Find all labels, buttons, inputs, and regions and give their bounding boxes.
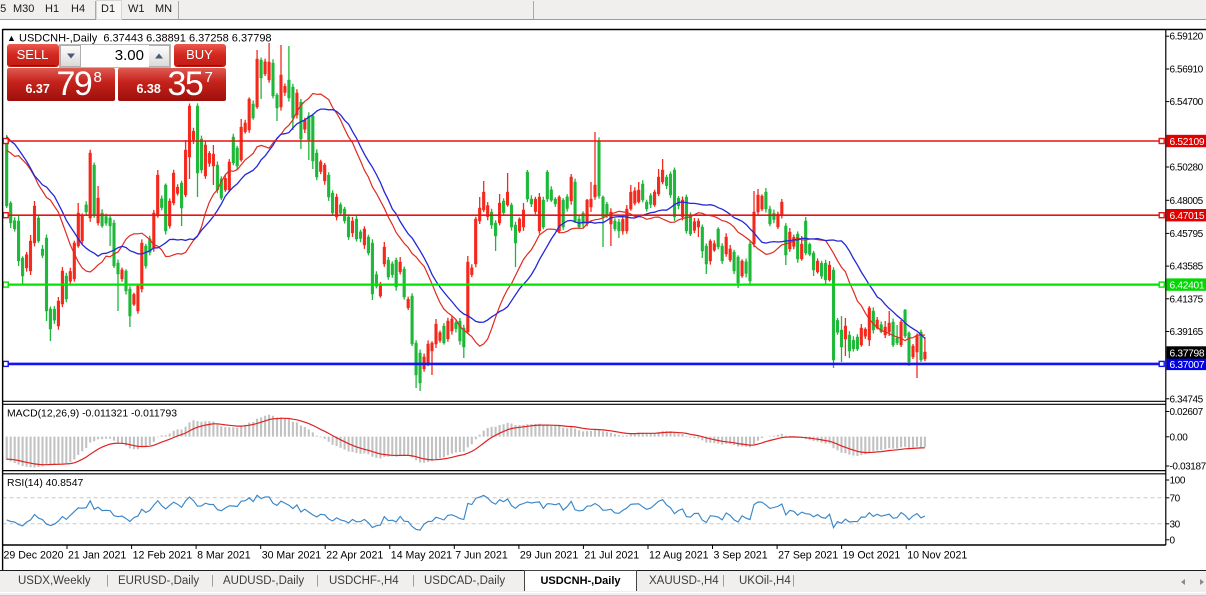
svg-text:6.59120: 6.59120 (1170, 32, 1204, 43)
svg-text:6.39165: 6.39165 (1170, 327, 1204, 338)
svg-text:6.54700: 6.54700 (1170, 97, 1204, 108)
svg-text:30: 30 (1170, 519, 1181, 530)
svg-text:19 Oct 2021: 19 Oct 2021 (843, 550, 901, 562)
svg-text:30 Mar 2021: 30 Mar 2021 (262, 550, 322, 562)
svg-text:0.02607: 0.02607 (1170, 407, 1204, 418)
svg-text:70: 70 (1170, 493, 1181, 504)
svg-text:6.48005: 6.48005 (1170, 196, 1204, 207)
svg-text:6.43585: 6.43585 (1170, 262, 1204, 273)
svg-text:10 Nov 2021: 10 Nov 2021 (907, 550, 967, 562)
svg-text:6.34745: 6.34745 (1170, 394, 1204, 405)
svg-text:27 Sep 2021: 27 Sep 2021 (778, 550, 838, 562)
svg-text:0: 0 (1170, 535, 1176, 546)
svg-text:29 Jun 2021: 29 Jun 2021 (520, 550, 578, 562)
svg-text:MACD(12,26,9) -0.011321 -0.011: MACD(12,26,9) -0.011321 -0.011793 (7, 409, 177, 420)
svg-text:6.52109: 6.52109 (1170, 137, 1205, 148)
svg-text:-0.03187: -0.03187 (1170, 462, 1206, 473)
svg-text:6.41375: 6.41375 (1170, 294, 1204, 305)
svg-text:6.47015: 6.47015 (1170, 211, 1205, 222)
svg-text:6.56910: 6.56910 (1170, 65, 1204, 76)
svg-text:8 Mar 2021: 8 Mar 2021 (197, 550, 251, 562)
svg-text:0.00: 0.00 (1170, 432, 1189, 443)
svg-text:RSI(14) 40.8547: RSI(14) 40.8547 (7, 478, 83, 489)
svg-text:6.37007: 6.37007 (1170, 360, 1205, 371)
svg-text:7 Jun 2021: 7 Jun 2021 (455, 550, 508, 562)
svg-text:▲: ▲ (7, 33, 16, 43)
svg-text:6.45795: 6.45795 (1170, 229, 1204, 240)
svg-text:22 Apr 2021: 22 Apr 2021 (326, 550, 383, 562)
svg-text:3 Sep 2021: 3 Sep 2021 (714, 550, 768, 562)
svg-text:6.37798: 6.37798 (1170, 348, 1205, 359)
svg-text:6.42401: 6.42401 (1170, 281, 1205, 292)
svg-text:29 Dec 2020: 29 Dec 2020 (4, 550, 64, 562)
svg-text:21 Jan 2021: 21 Jan 2021 (68, 550, 126, 562)
svg-text:USDCNH-,Daily 6.37443 6.38891: USDCNH-,Daily 6.37443 6.38891 6.37258 6.… (19, 33, 272, 45)
svg-text:14 May 2021: 14 May 2021 (391, 550, 452, 562)
svg-text:12 Aug 2021: 12 Aug 2021 (649, 550, 709, 562)
svg-text:100: 100 (1170, 476, 1186, 487)
svg-text:12 Feb 2021: 12 Feb 2021 (133, 550, 193, 562)
svg-text:6.50280: 6.50280 (1170, 163, 1204, 174)
svg-text:21 Jul 2021: 21 Jul 2021 (584, 550, 639, 562)
